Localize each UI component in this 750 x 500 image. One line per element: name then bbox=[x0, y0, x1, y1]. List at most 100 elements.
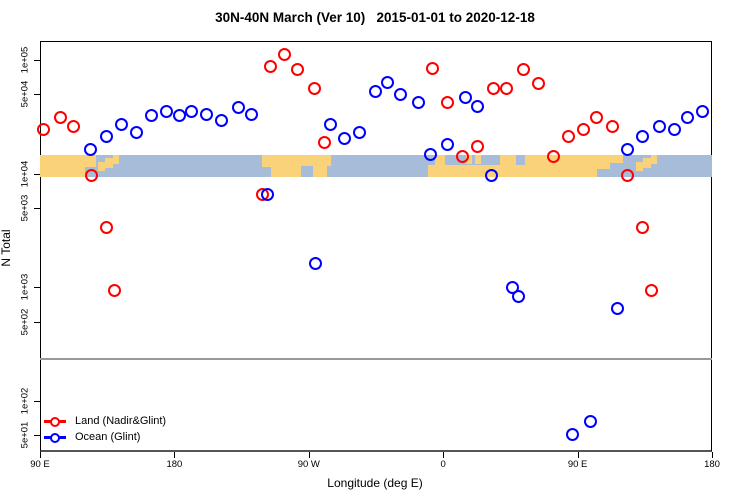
land-segment bbox=[642, 158, 651, 169]
x-tick bbox=[40, 452, 41, 458]
y-tick-label: 1e+04 bbox=[19, 160, 31, 188]
land-segment bbox=[650, 155, 657, 164]
data-point-ocean bbox=[380, 75, 394, 89]
data-point-ocean bbox=[100, 130, 114, 144]
land-segment bbox=[262, 155, 328, 177]
data-point-ocean bbox=[245, 107, 259, 121]
data-point-land bbox=[318, 136, 332, 150]
data-point-ocean bbox=[458, 91, 472, 105]
data-point-ocean bbox=[621, 143, 635, 157]
legend-marker-land-icon bbox=[50, 417, 60, 427]
data-point-ocean bbox=[115, 117, 129, 131]
y-tick-label: 5e+04 bbox=[19, 80, 31, 108]
x-tick-label: 90 E bbox=[567, 459, 588, 470]
y-tick bbox=[34, 435, 40, 437]
data-point-land bbox=[516, 63, 530, 77]
x-tick bbox=[174, 452, 176, 458]
data-point-ocean bbox=[231, 100, 245, 114]
data-point-land bbox=[440, 95, 454, 109]
x-tick-label: 90 W bbox=[297, 459, 320, 470]
data-point-ocean bbox=[83, 143, 97, 157]
x-tick bbox=[712, 452, 713, 458]
data-point-land bbox=[470, 140, 484, 154]
legend-marker-ocean-icon bbox=[50, 433, 60, 443]
data-point-ocean bbox=[652, 119, 666, 133]
data-point-land bbox=[264, 59, 278, 73]
ocean-patch bbox=[262, 167, 271, 177]
y-tick-label: 1e+03 bbox=[19, 274, 31, 301]
y-tick-label: 1e+02 bbox=[19, 387, 31, 415]
reference-line bbox=[40, 357, 712, 360]
land-segment bbox=[104, 158, 114, 169]
y-tick-label: 5e+02 bbox=[19, 308, 31, 335]
data-point-ocean bbox=[215, 114, 229, 128]
data-point-ocean bbox=[566, 428, 580, 442]
data-point-ocean bbox=[681, 110, 695, 124]
data-point-land bbox=[37, 123, 51, 137]
map-band bbox=[40, 155, 712, 177]
data-point-land bbox=[486, 81, 500, 95]
land-segment bbox=[434, 155, 446, 165]
land-segment bbox=[635, 161, 643, 172]
data-point-ocean bbox=[309, 257, 323, 271]
y-tick bbox=[34, 287, 40, 289]
land-segment bbox=[97, 161, 105, 172]
data-point-land bbox=[561, 130, 575, 144]
land-segment bbox=[427, 164, 500, 177]
data-point-ocean bbox=[667, 123, 681, 137]
data-point-land bbox=[100, 221, 114, 235]
data-point-ocean bbox=[337, 132, 351, 146]
data-point-land bbox=[425, 62, 439, 76]
data-point-ocean bbox=[636, 130, 650, 144]
data-point-land bbox=[621, 169, 635, 183]
data-point-ocean bbox=[485, 169, 499, 183]
data-point-ocean bbox=[324, 117, 338, 131]
data-point-ocean bbox=[584, 415, 598, 429]
data-point-land bbox=[455, 150, 469, 164]
data-point-land bbox=[307, 81, 321, 95]
data-point-land bbox=[67, 119, 81, 133]
data-point-ocean bbox=[159, 104, 173, 118]
land-segment bbox=[474, 155, 481, 164]
data-point-ocean bbox=[369, 85, 382, 99]
y-tick-label: 5e+01 bbox=[19, 421, 31, 449]
data-point-ocean bbox=[424, 148, 438, 162]
y-tick bbox=[34, 321, 40, 323]
ocean-patch bbox=[301, 165, 313, 177]
data-point-ocean bbox=[470, 99, 484, 113]
ocean-patch bbox=[515, 155, 525, 165]
x-tick-label: 90 E bbox=[30, 459, 50, 470]
x-tick-label: 0 bbox=[440, 459, 446, 470]
plot-area bbox=[40, 41, 712, 452]
data-point-land bbox=[576, 123, 590, 137]
data-point-land bbox=[606, 119, 620, 133]
data-point-ocean bbox=[173, 109, 187, 123]
land-segment bbox=[84, 155, 96, 168]
data-point-ocean bbox=[512, 290, 526, 304]
land-segment bbox=[327, 155, 332, 166]
x-tick bbox=[308, 452, 310, 458]
data-point-ocean bbox=[696, 104, 710, 118]
land-segment bbox=[40, 155, 85, 177]
data-point-ocean bbox=[130, 125, 144, 139]
y-tick-label: 5e+03 bbox=[19, 194, 31, 222]
data-point-ocean bbox=[440, 137, 454, 151]
data-point-land bbox=[546, 150, 560, 164]
land-segment bbox=[609, 155, 623, 163]
data-point-land bbox=[291, 63, 305, 77]
data-point-ocean bbox=[610, 301, 624, 315]
data-point-ocean bbox=[261, 187, 275, 201]
data-point-ocean bbox=[412, 95, 426, 109]
data-point-ocean bbox=[352, 125, 366, 139]
data-point-ocean bbox=[200, 107, 214, 121]
y-tick-label: 1e+05 bbox=[19, 46, 31, 74]
data-point-land bbox=[590, 110, 603, 124]
y-tick bbox=[34, 60, 40, 62]
x-tick bbox=[443, 452, 445, 458]
chart-title: 30N-40N March (Ver 10) 2015-01-01 to 202… bbox=[215, 10, 535, 25]
x-tick-label: 180 bbox=[704, 459, 720, 470]
y-tick bbox=[34, 401, 40, 402]
y-tick bbox=[34, 173, 40, 175]
data-point-land bbox=[531, 77, 545, 91]
